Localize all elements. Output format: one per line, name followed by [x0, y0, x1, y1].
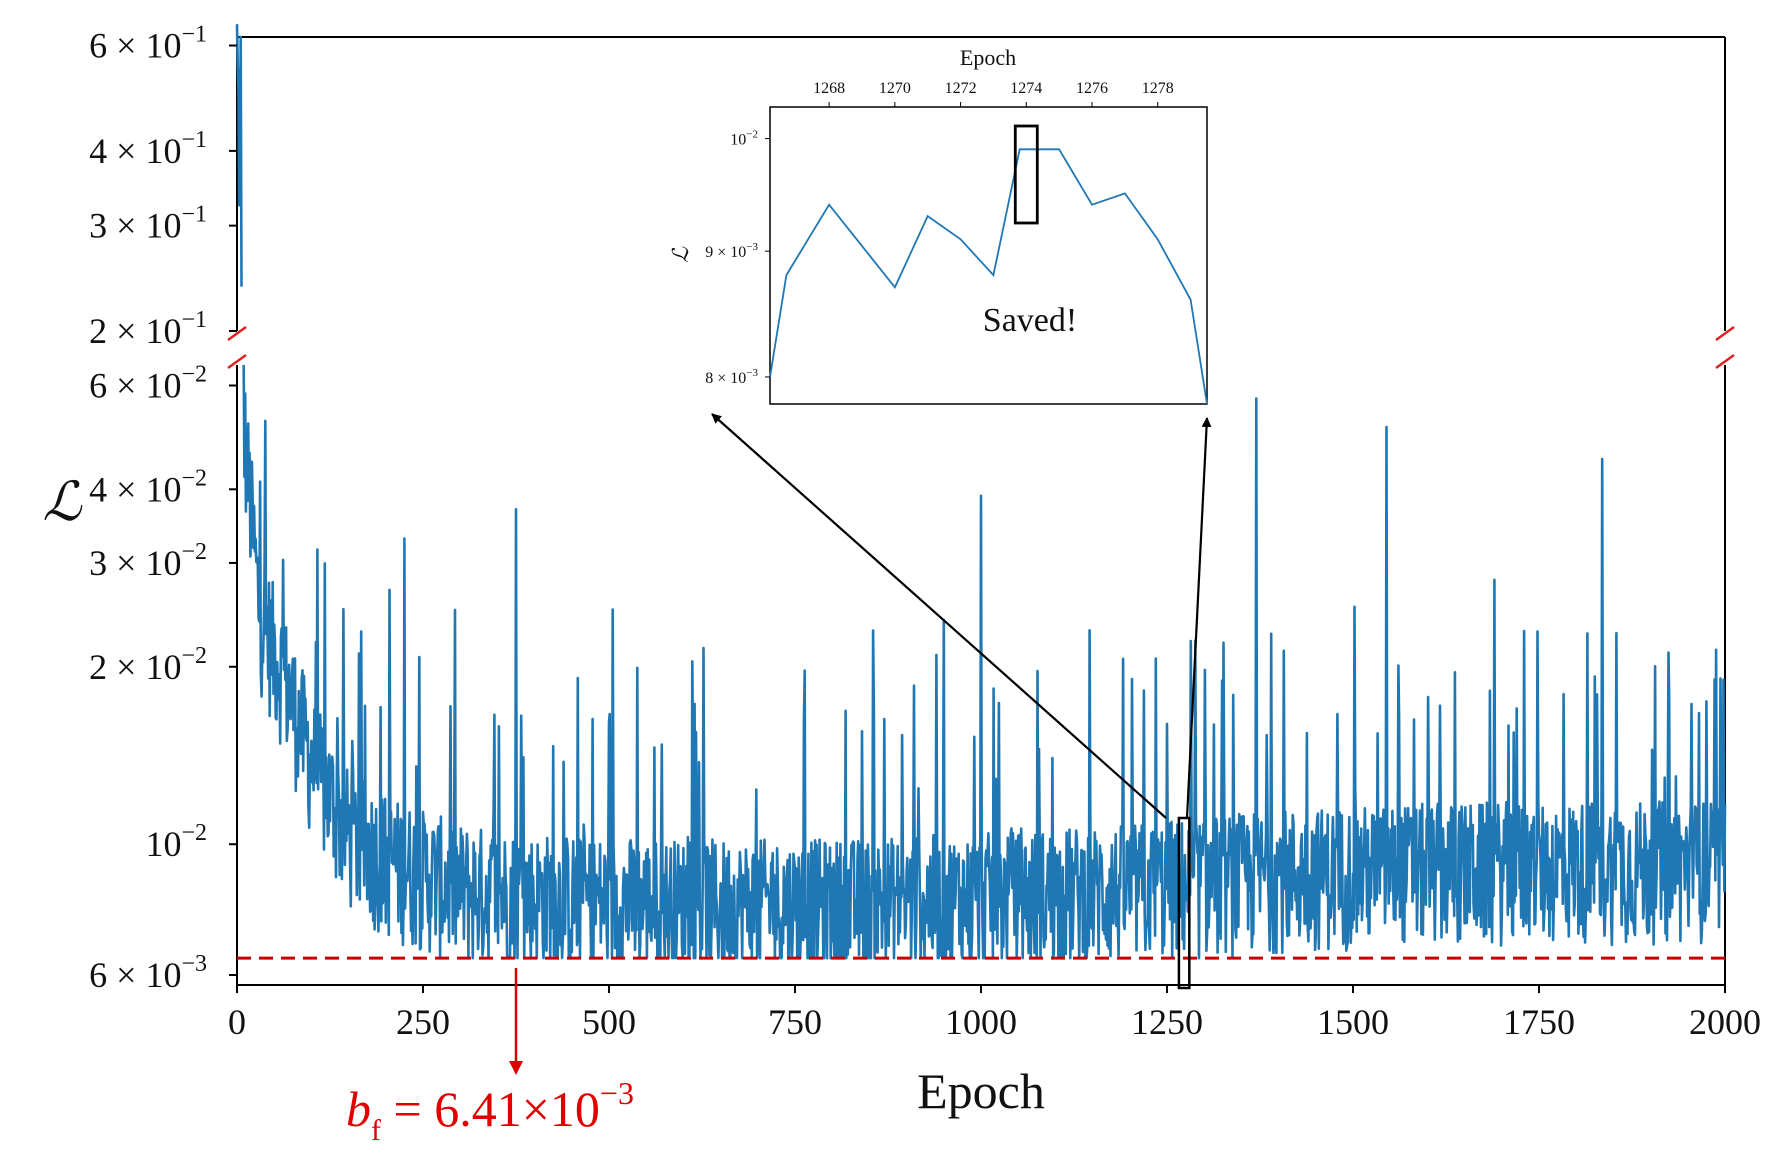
inset-x-tick-label-0: 1268	[813, 80, 845, 97]
y-lower-tick-label-4: 10−2	[145, 820, 207, 864]
y-upper-tick-label-2: 3 × 10−1	[89, 202, 207, 246]
inset-frame	[769, 106, 1208, 405]
annotation-value: = 6.41×10	[381, 1081, 600, 1137]
break-mark-left-top	[227, 325, 247, 342]
connector-arrow-left	[711, 413, 1167, 819]
break-mark-left-bottom	[227, 353, 247, 370]
y-axis-label: ℒ	[43, 472, 83, 532]
y-lower-tick-label-1: 4 × 10−2	[89, 465, 207, 509]
x-tick-label-2: 500	[582, 1002, 636, 1042]
annotation-exp: −3	[600, 1075, 634, 1111]
x-axis-ticks: 0 250 500 750 1000 1250 1500 1750 2000	[228, 985, 1761, 1042]
y-upper-tick-label-1: 4 × 10−1	[89, 127, 207, 171]
inset-x-ticks: 1268 1270 1272 1274 1276 1278	[813, 80, 1174, 107]
inset-chart: 1268 1270 1272 1274 1276 1278 10−2 9 × 10−3 8 ×…	[668, 45, 1208, 405]
x-tick-label-8: 2000	[1689, 1002, 1761, 1042]
x-tick-label-0: 0	[228, 1002, 246, 1042]
y-upper-tick-label-3: 2 × 10−1	[89, 307, 207, 351]
connector-arrow-right	[1185, 417, 1212, 819]
inset-y-tick-label-1: 9 × 10−3	[705, 241, 758, 261]
annotation-var: b	[346, 1081, 371, 1137]
zoom-region-box	[1177, 816, 1191, 990]
inset-x-label: Epoch	[960, 45, 1016, 70]
x-tick-label-1: 250	[396, 1002, 450, 1042]
saved-epoch-box	[1013, 124, 1039, 225]
break-mark-right-top	[1715, 325, 1735, 342]
inset-y-tick-label-0: 10−2	[730, 129, 758, 149]
y-lower-tick-label-2: 3 × 10−2	[89, 539, 207, 583]
inset-x-tick-label-3: 1274	[1010, 80, 1042, 97]
x-tick-label-6: 1500	[1317, 1002, 1389, 1042]
inset-loss-line	[769, 148, 1208, 405]
best-loss-annotation: bf = 6.41×10−3	[346, 1075, 634, 1147]
inset-x-tick-label-1: 1270	[879, 80, 911, 97]
y-axis-upper-ticks: 6 × 10−1 4 × 10−1 3 × 10−1 2 × 10−1	[89, 22, 237, 351]
y-lower-tick-label-0: 6 × 10−2	[89, 361, 207, 405]
inset-x-tick-label-2: 1272	[945, 80, 977, 97]
loss-line	[235, 24, 1727, 960]
inset-y-ticks: 10−2 9 × 10−3 8 × 10−3	[705, 129, 770, 387]
x-axis-label: Epoch	[917, 1063, 1045, 1119]
inset-y-tick-label-2: 8 × 10−3	[705, 367, 758, 387]
y-lower-tick-label-3: 2 × 10−2	[89, 643, 207, 687]
inset-x-tick-label-4: 1276	[1076, 80, 1108, 97]
loss-series	[235, 24, 1727, 960]
y-axis-lower-ticks: 6 × 10−2 4 × 10−2 3 × 10−2 2 × 10−2 10−2 6 × …	[89, 361, 237, 995]
y-lower-tick-label-5: 6 × 10−3	[89, 951, 207, 995]
saved-annotation: Saved!	[983, 302, 1077, 339]
inset-y-label: ℒ	[668, 246, 693, 263]
x-tick-label-4: 1000	[945, 1002, 1017, 1042]
x-tick-label-7: 1750	[1503, 1002, 1575, 1042]
axis-break-marks	[227, 325, 1735, 370]
y-upper-tick-label-0: 6 × 10−1	[89, 22, 207, 66]
x-tick-label-3: 750	[768, 1002, 822, 1042]
x-tick-label-5: 1250	[1131, 1002, 1203, 1042]
break-mark-right-bottom	[1715, 353, 1735, 370]
annotation-sub: f	[371, 1114, 381, 1147]
inset-x-tick-label-5: 1278	[1142, 80, 1174, 97]
